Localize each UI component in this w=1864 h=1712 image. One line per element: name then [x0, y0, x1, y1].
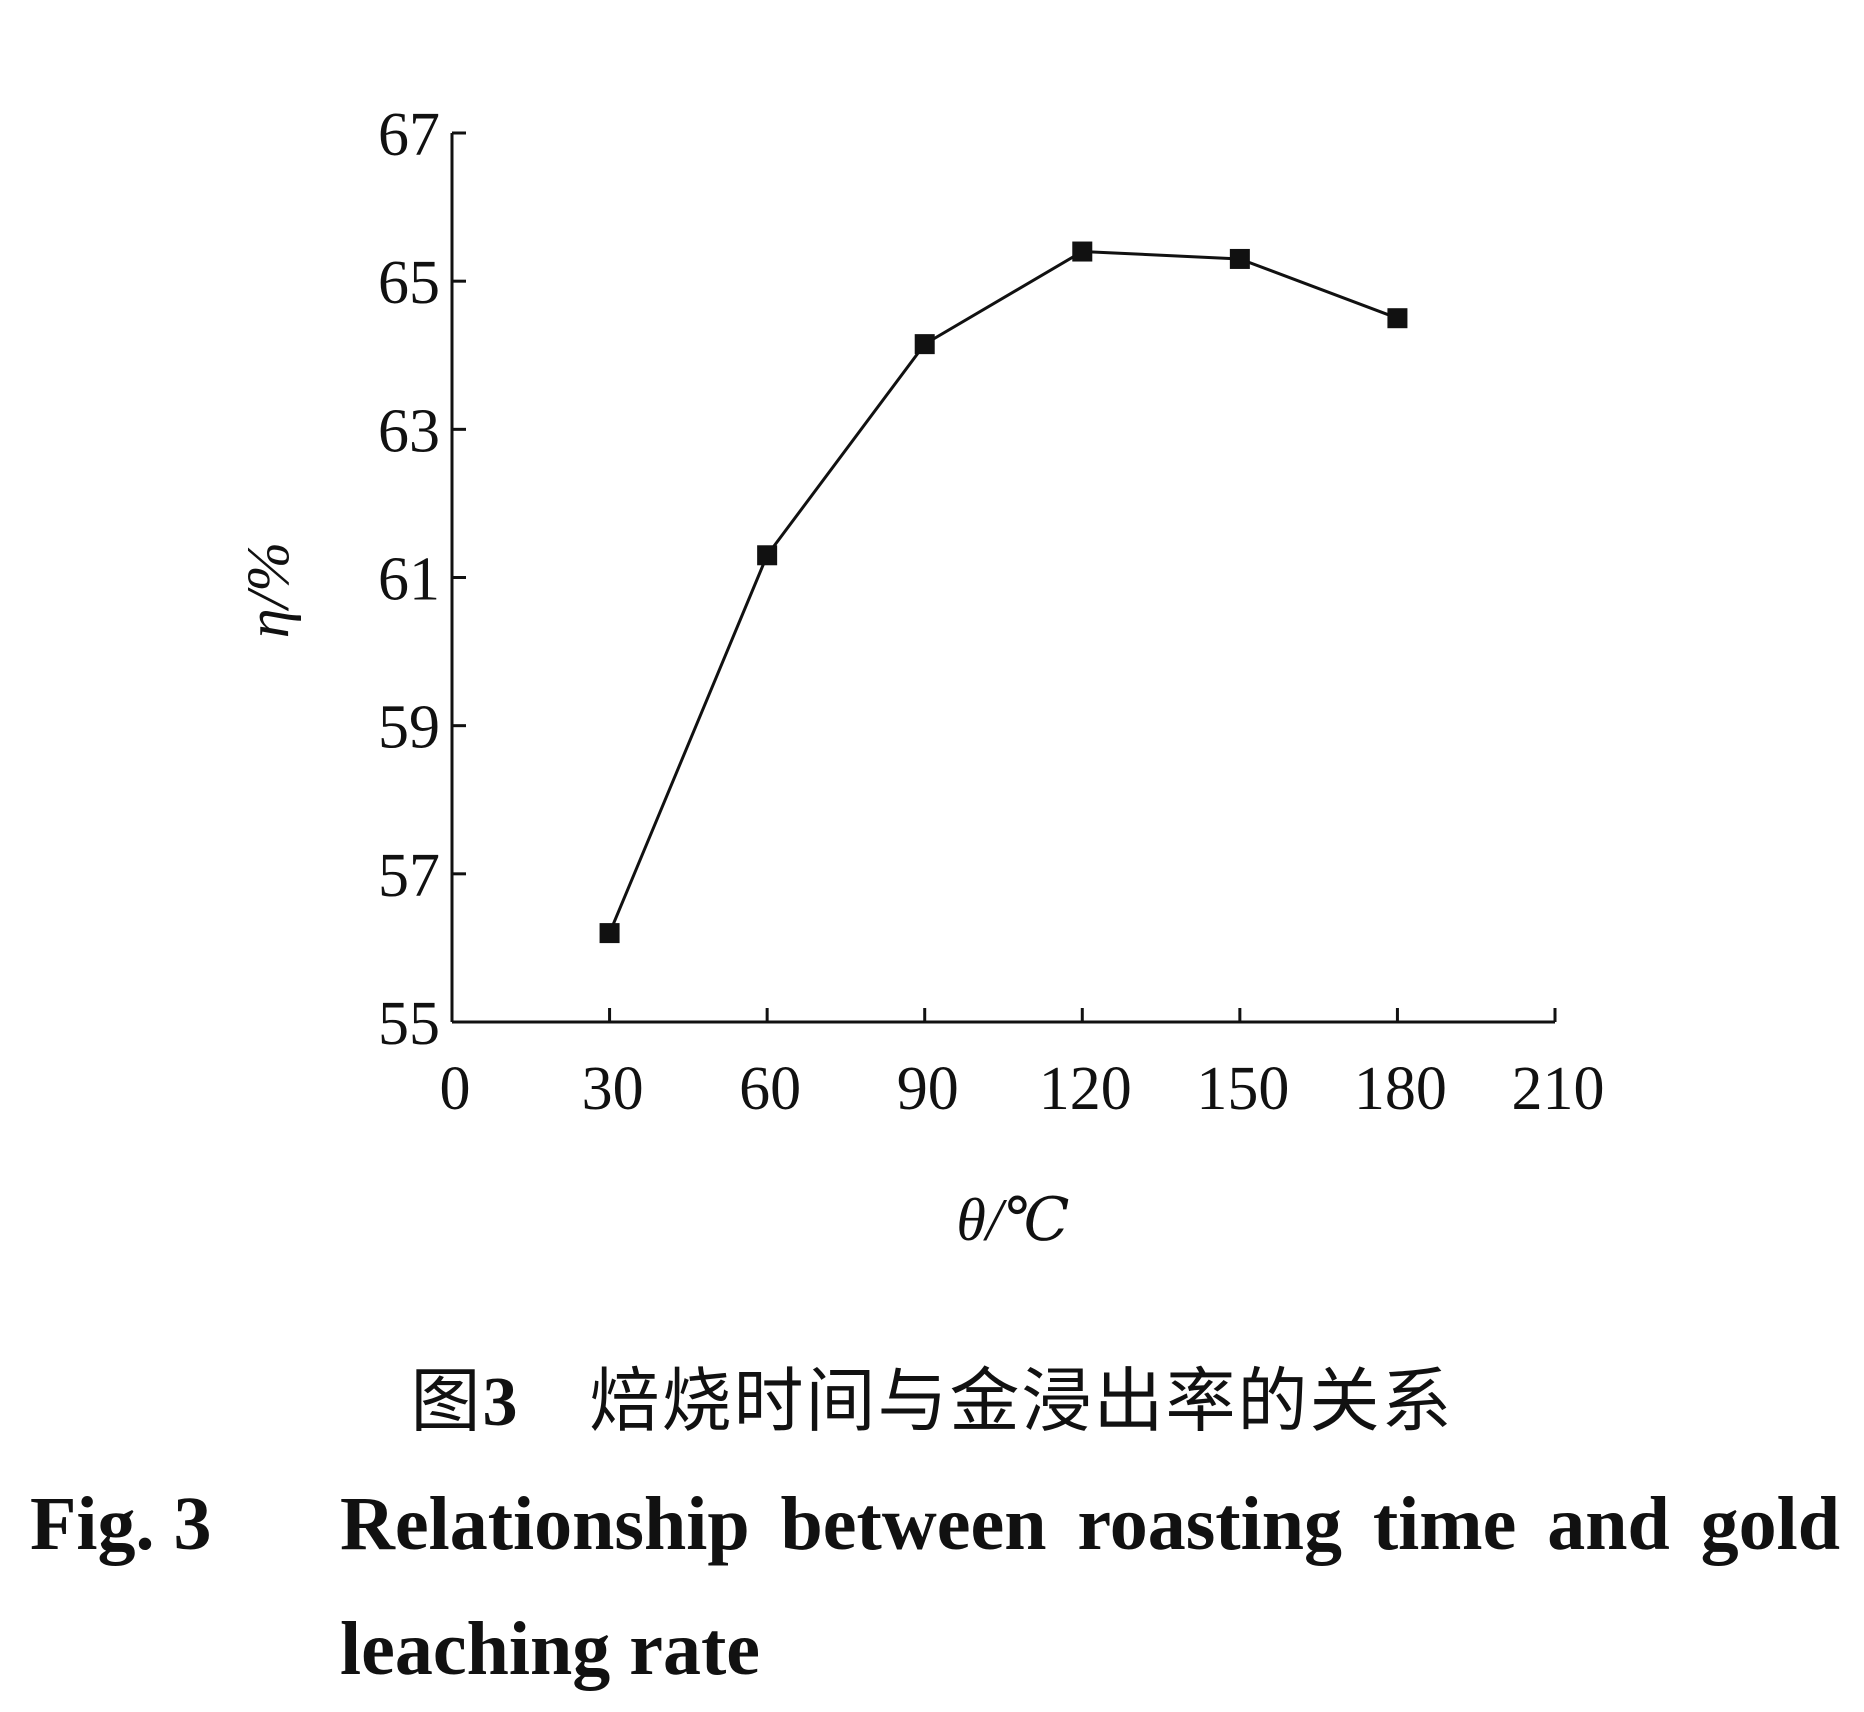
caption-cn-number: 3 [482, 1364, 520, 1441]
x-tick-label: 0 [440, 1055, 471, 1123]
data-point [1072, 241, 1093, 262]
y-tick-label: 57 [378, 842, 440, 910]
x-tick-label: 120 [1039, 1055, 1132, 1123]
y-tick-label: 59 [378, 694, 440, 762]
y-tick-label: 67 [378, 101, 440, 169]
caption-english: Fig. 3 Relationship between roasting tim… [30, 1462, 1840, 1712]
x-tick-label: 210 [1512, 1055, 1605, 1123]
y-ticks: 55 57 59 61 63 65 67 [378, 101, 466, 1058]
data-point [1387, 308, 1408, 329]
x-tick-label: 180 [1354, 1055, 1447, 1123]
y-axis-title: η/% [235, 542, 301, 638]
data-point [599, 923, 620, 944]
x-ticks: 0 30 60 90 120 150 180 210 [440, 1008, 1605, 1123]
axes [450, 133, 1555, 1024]
y-tick-label: 63 [378, 397, 440, 465]
y-tick-label: 55 [378, 990, 440, 1058]
chart: 55 57 59 61 63 65 67 0 30 60 90 120 150 180 210 η/% θ… [235, 101, 1605, 1253]
caption-chinese: 图3 焙烧时间与金浸出率的关系 [0, 1345, 1864, 1446]
caption-en-label: Fig. 3 [30, 1482, 212, 1566]
y-tick-label: 61 [378, 546, 440, 614]
data-point [914, 334, 935, 355]
x-axis-title: θ/℃ [956, 1187, 1069, 1253]
caption-en-line2: leaching rate [340, 1607, 761, 1691]
series-line [608, 250, 1398, 934]
plot-area [599, 241, 1408, 944]
x-tick-label: 30 [582, 1055, 644, 1123]
caption-en-line1: Relationship between roasting time and g… [340, 1482, 1840, 1566]
x-tick-label: 150 [1196, 1055, 1289, 1123]
y-tick-label: 65 [378, 249, 440, 317]
x-tick-label: 90 [897, 1055, 959, 1123]
data-point [1229, 248, 1250, 269]
x-tick-label: 60 [739, 1055, 801, 1123]
data-point [757, 545, 778, 566]
caption-cn-text: 焙烧时间与金浸出率的关系 [589, 1360, 1454, 1442]
caption-cn-label: 图 [410, 1360, 483, 1442]
